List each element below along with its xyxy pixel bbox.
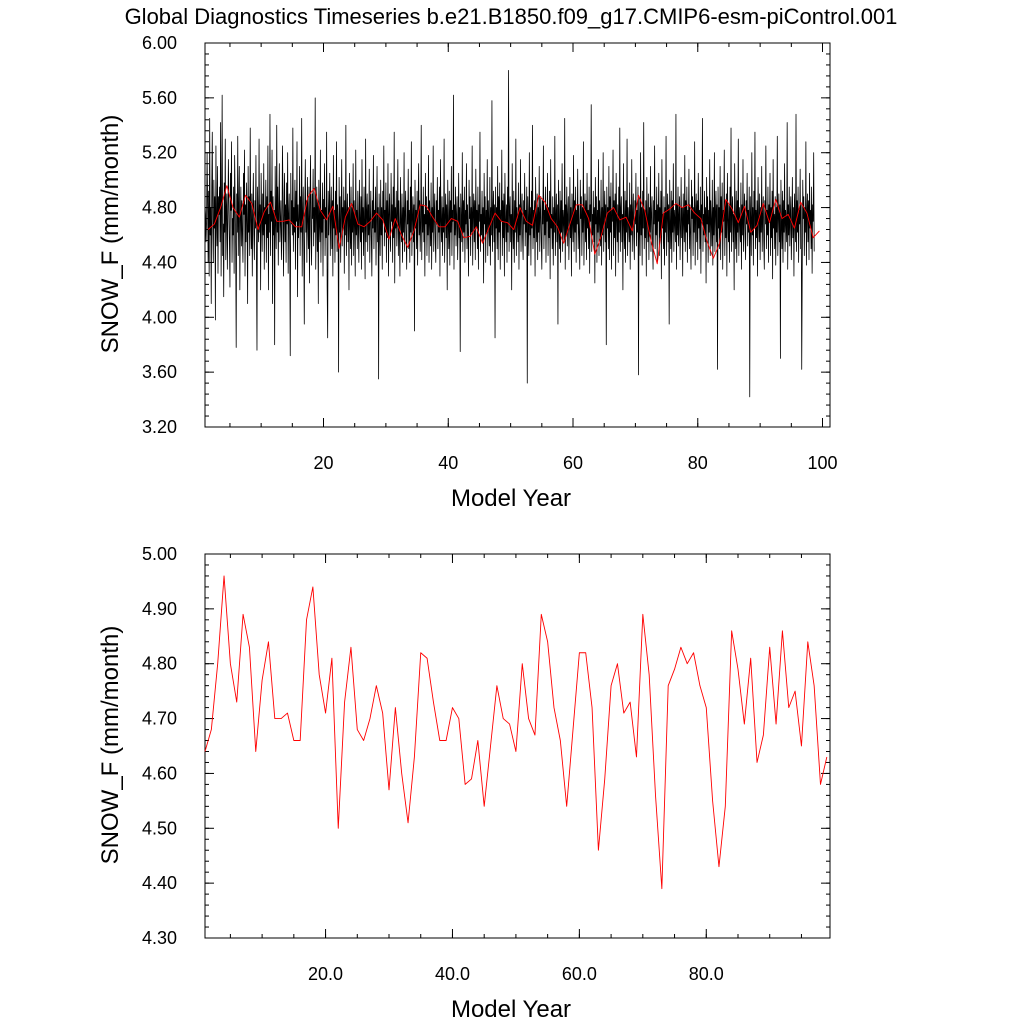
y-tick-label: 4.00 [142,307,177,327]
x-tick-label: 80 [688,453,708,473]
series-line-annual [204,575,828,890]
x-tick-label: 60 [563,453,583,473]
top-y-axis-label: SNOW_F (mm/month) [97,115,124,354]
x-tick-label: 20 [313,453,333,473]
plot-frame [204,42,831,428]
bottom-x-axis-label: Model Year [451,996,571,1023]
y-tick-label: 4.40 [142,873,177,893]
y-tick-label: 3.60 [142,362,177,382]
figure-title: Global Diagnostics Timeseries b.e21.B185… [125,4,898,29]
bottom-y-axis-label: SNOW_F (mm/month) [97,626,124,865]
y-tick-label: 4.30 [142,928,177,948]
x-tick-label: 80.0 [689,964,724,984]
top-x-axis-label: Model Year [451,485,571,512]
bottom-panel: Model Year SNOW_F (mm/month) 20.0 40.0 60.… [97,544,831,1023]
y-tick-label: 4.70 [142,709,177,729]
plot-frame [204,553,831,939]
y-tick-label: 4.40 [142,252,177,272]
x-tick-label: 20.0 [308,964,343,984]
x-tick-label: 40 [438,453,458,473]
y-tick-label: 5.20 [142,143,177,163]
y-tick-label: 3.20 [142,417,177,437]
series-line-annual [207,185,820,265]
x-tick-label: 40.0 [435,964,470,984]
top-panel: Model Year SNOW_F (mm/month) 20 40 60 80 100… [97,33,838,512]
x-tick-label: 60.0 [562,964,597,984]
series-line-monthly [204,70,815,398]
y-tick-label: 4.80 [142,654,177,674]
x-tick-label: 100 [807,453,837,473]
y-tick-label: 4.80 [142,198,177,218]
y-tick-label: 4.50 [142,818,177,838]
y-tick-label: 4.60 [142,763,177,783]
y-tick-label: 6.00 [142,33,177,53]
y-tick-label: 5.00 [142,544,177,564]
y-tick-label: 4.90 [142,599,177,619]
y-tick-label: 5.60 [142,88,177,108]
